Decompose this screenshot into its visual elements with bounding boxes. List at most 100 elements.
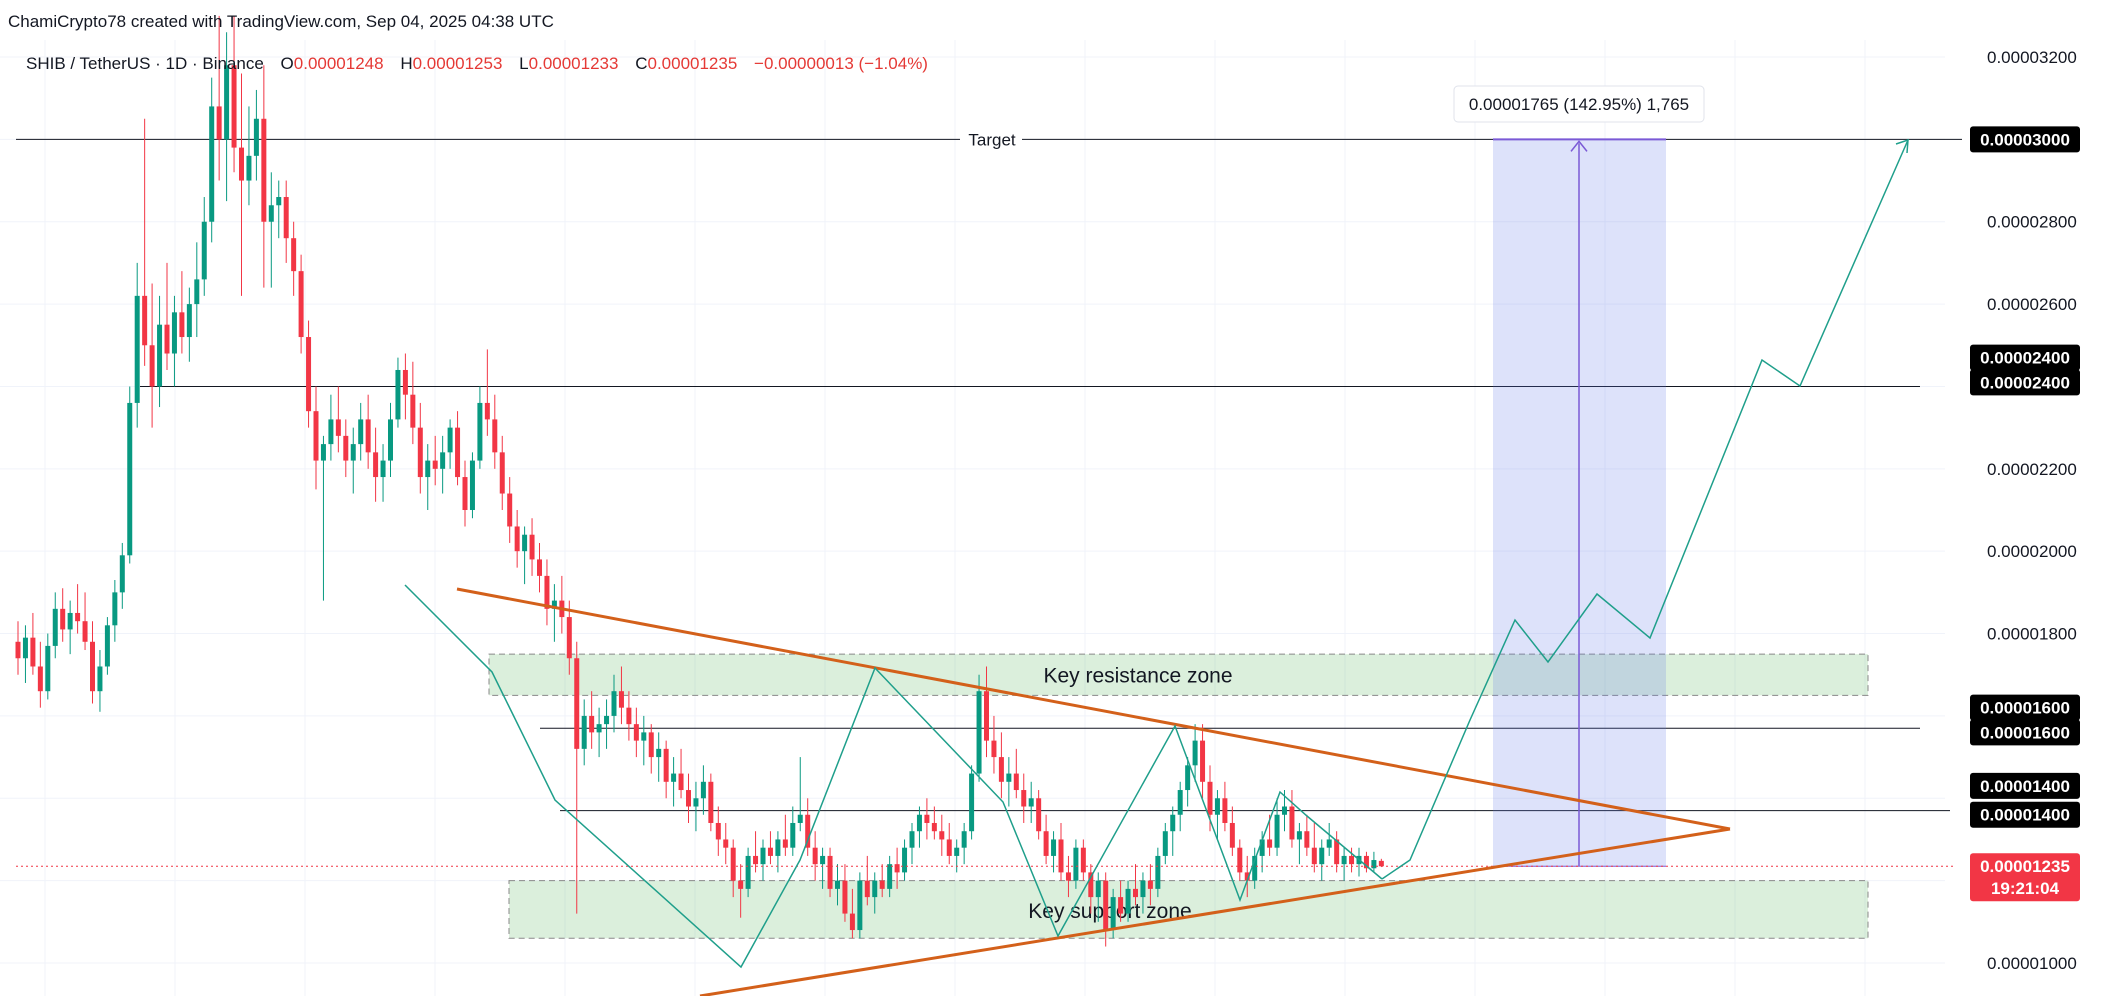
candle-body: [127, 402, 133, 556]
candle-body: [1237, 847, 1243, 873]
candle-body: [492, 419, 498, 453]
open-label: O: [280, 54, 294, 73]
candle-body: [797, 814, 803, 823]
candle-body: [969, 773, 975, 832]
candle-body: [425, 460, 431, 478]
candle-body: [1028, 798, 1034, 807]
candle-body: [872, 880, 878, 898]
candle-body: [589, 715, 595, 733]
candle-body: [291, 238, 297, 272]
price-tick-label: 0.00001000: [1987, 954, 2077, 973]
candle-body: [320, 444, 326, 461]
price-tag[interactable]: [1970, 801, 2080, 828]
candle-body: [551, 600, 557, 609]
price-tag[interactable]: [1970, 772, 2080, 799]
candle-body: [894, 864, 900, 873]
candle-body: [812, 847, 818, 865]
candle-body: [380, 460, 386, 478]
measure-arrow-head: [1570, 140, 1588, 152]
candle-body: [1282, 806, 1287, 815]
candle-body: [641, 732, 647, 741]
candle-body: [1095, 880, 1101, 898]
price-tag-label: 0.00001400: [1980, 806, 2070, 825]
candle-body: [231, 65, 237, 148]
candle-body: [67, 612, 73, 630]
symbol-ohlc-legend: SHIB / TetherUS · 1D · Binance O 0.000012…: [26, 54, 928, 74]
projection-path[interactable]: [1381, 139, 1909, 880]
close-value: 0.00001235: [647, 54, 738, 73]
candle-body: [566, 617, 572, 659]
candle-body: [37, 666, 43, 692]
candle-body: [715, 822, 721, 840]
candle-body: [1349, 855, 1355, 865]
candle-body: [246, 155, 252, 181]
candle-body: [1371, 860, 1377, 869]
candle-body: [708, 781, 714, 823]
last-price-tag[interactable]: [1970, 853, 2080, 902]
high-value: 0.00001253: [412, 54, 503, 73]
price-tag[interactable]: [1970, 344, 2080, 371]
candle-body: [604, 715, 610, 725]
candle-body: [738, 880, 744, 889]
candle-body: [790, 822, 796, 848]
candle-body: [142, 295, 148, 346]
price-tag-label: 0.00001400: [1980, 777, 2070, 796]
candles-layer: [15, 15, 1955, 947]
price-tag-label: 0.00001600: [1980, 723, 2070, 742]
drawings-layer: [404, 138, 1909, 996]
candle-body: [1296, 831, 1302, 840]
candle-body: [1319, 847, 1325, 865]
candle-body: [1222, 798, 1228, 823]
candle-body: [760, 847, 766, 865]
candle-body: [1021, 790, 1027, 807]
symbol-name[interactable]: SHIB / TetherUS · 1D · Binance: [26, 54, 264, 73]
candle-body: [1252, 855, 1258, 881]
candle-body: [1118, 897, 1124, 914]
price-tick-label: 0.00001800: [1987, 625, 2077, 644]
candle-body: [313, 411, 319, 461]
candle-body: [82, 621, 88, 642]
candle-body: [1147, 880, 1153, 889]
candle-body: [633, 724, 639, 741]
candle-body: [931, 822, 937, 832]
candle-body: [991, 740, 997, 758]
candle-body: [820, 855, 826, 865]
candle-body: [782, 839, 788, 848]
candle-body: [15, 641, 21, 659]
candle-body: [1378, 860, 1384, 867]
support-zone[interactable]: [508, 880, 1869, 939]
price-tag[interactable]: [1970, 369, 2080, 396]
candle-body: [1125, 888, 1131, 914]
candle-body: [1326, 839, 1332, 848]
candle-body: [90, 641, 95, 692]
price-tag[interactable]: [1970, 719, 2080, 746]
candle-body: [954, 847, 960, 856]
candle-body: [22, 637, 28, 659]
price-axis[interactable]: 0.00003200 0.00002800 0.00002600 0.00002200…: [1962, 0, 2114, 996]
measure-label-bg: [1453, 85, 1705, 123]
price-tag-label: 0.00001600: [1980, 699, 2070, 718]
candle-body: [1110, 897, 1116, 931]
candle-body: [1259, 839, 1265, 856]
candle-body: [410, 394, 416, 428]
resistance-zone-label: Key resistance zone: [1043, 665, 1232, 688]
candle-body: [1244, 872, 1250, 881]
ascending-trendline[interactable]: [699, 827, 1731, 996]
candle-body: [775, 839, 781, 856]
countdown-label: 19:21:04: [1991, 879, 2060, 898]
candle-body: [1043, 831, 1049, 856]
candle-body: [1170, 814, 1176, 832]
candle-body: [1080, 847, 1086, 873]
candle-body: [544, 575, 550, 609]
price-tick-label: 0.00003200: [1987, 48, 2077, 67]
candle-body: [842, 880, 848, 914]
candle-body: [618, 691, 624, 708]
resistance-zone[interactable]: [488, 653, 1869, 696]
projection-arrow-icon: [1895, 138, 1909, 154]
descending-trendline[interactable]: [456, 587, 1731, 831]
candle-body: [261, 118, 267, 222]
price-tag[interactable]: [1970, 126, 2080, 153]
price-tag[interactable]: [1970, 694, 2080, 721]
candle-body: [209, 106, 215, 222]
